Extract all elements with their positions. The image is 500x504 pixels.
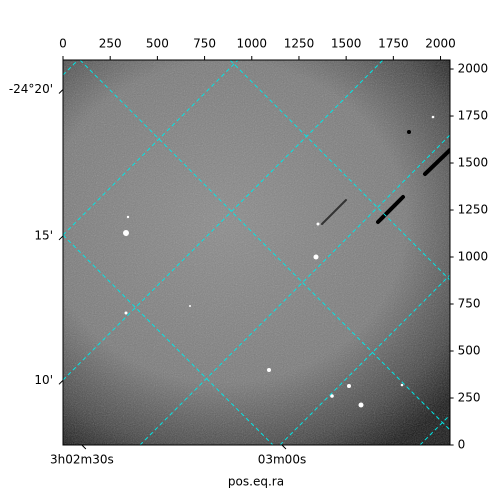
- y-tick-label: 0: [458, 438, 466, 452]
- x-tick-label: 0: [59, 37, 67, 51]
- image: [63, 60, 450, 445]
- dec-tick-label: 15': [34, 228, 53, 242]
- x-axis-label: pos.eq.ra: [228, 475, 284, 489]
- y-tick-label: 1500: [458, 156, 489, 170]
- x-tick-label: 1250: [284, 37, 315, 51]
- y-tick-label: 2000: [458, 62, 489, 76]
- x-tick-label: 500: [146, 37, 169, 51]
- dec-tick-label: 10': [34, 373, 53, 387]
- y-tick-label: 250: [458, 391, 481, 405]
- y-tick-label: 750: [458, 297, 481, 311]
- x-tick-label: 2000: [425, 37, 456, 51]
- x-tick-label: 1500: [331, 37, 362, 51]
- ra-tick-label: 03m00s: [258, 453, 306, 467]
- x-tick-label: 250: [99, 37, 122, 51]
- coordinate-grid: [63, 60, 450, 445]
- x-tick-label: 750: [193, 37, 216, 51]
- frame: [62, 59, 451, 446]
- ra-tick-label: 3h02m30s: [50, 453, 114, 467]
- ra-tick: [281, 444, 287, 450]
- dec-tick: [58, 235, 64, 241]
- y-tick-label: 1750: [458, 109, 489, 123]
- dec-tick: [58, 89, 64, 94]
- y-tick-label: 1250: [458, 203, 489, 217]
- dec-tick: [58, 379, 64, 385]
- x-tick-label: 1000: [236, 37, 267, 51]
- ra-tick: [81, 444, 87, 450]
- y-tick-label: 500: [458, 344, 481, 358]
- y-tick-label: 1000: [458, 250, 489, 264]
- dec-tick-label: -24°20': [9, 82, 53, 96]
- x-tick-label: 1750: [378, 37, 409, 51]
